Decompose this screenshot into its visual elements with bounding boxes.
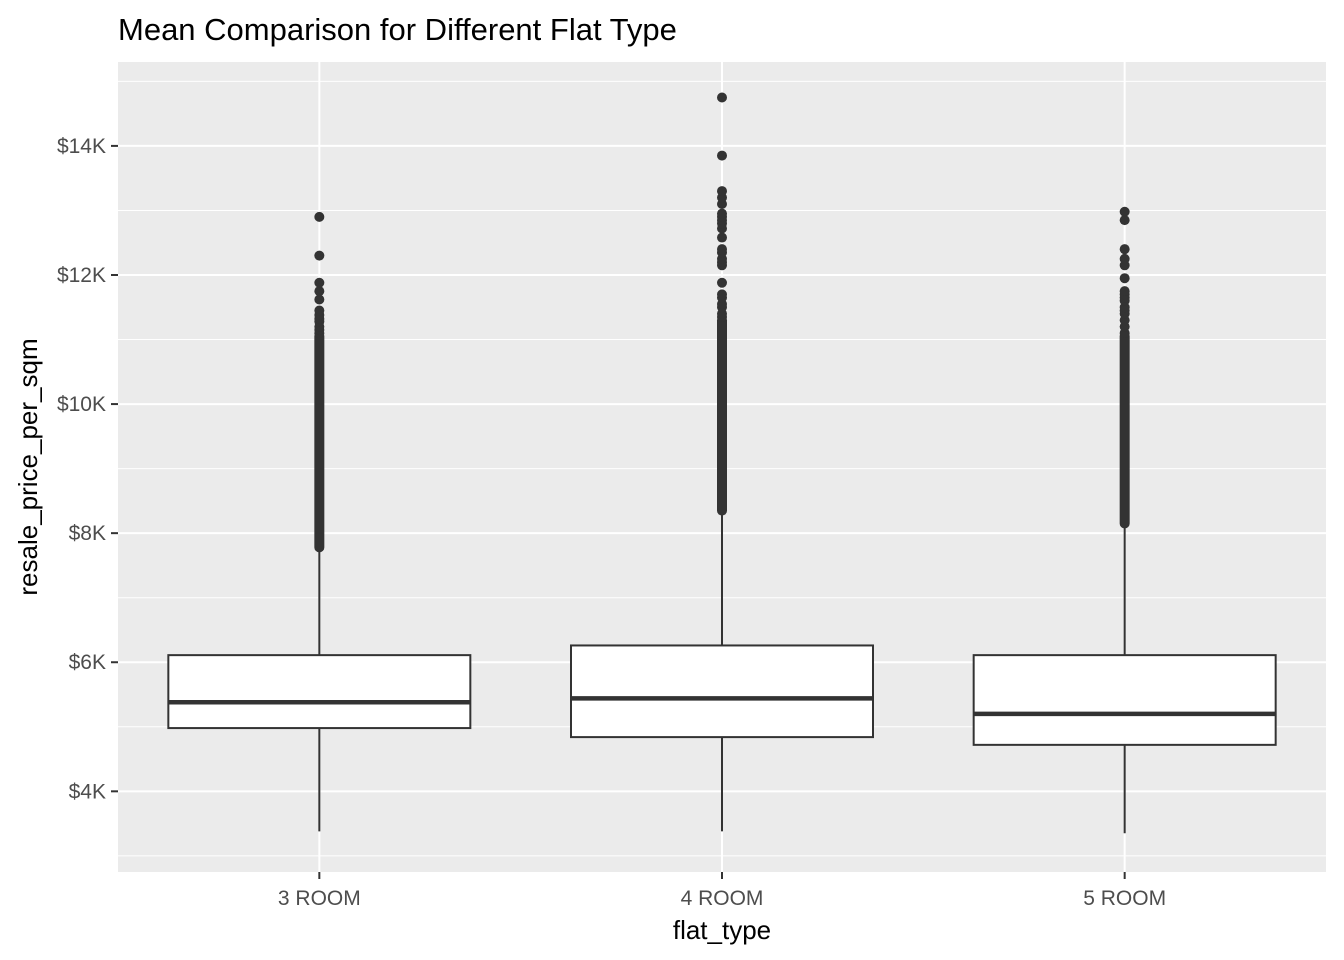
axis-layer: $4K $6K $8K $10K $12K $14K 3 ROOM 4 ROOM 5 ROOM	[57, 135, 1166, 910]
box-3-room	[167, 211, 472, 832]
outlier-point	[1119, 253, 1130, 264]
outlier-point	[717, 186, 727, 197]
outlier-band	[314, 331, 325, 553]
y-tick-label: $12K	[57, 264, 106, 287]
outlier-point	[1119, 206, 1130, 217]
y-tick-label: $14K	[57, 135, 106, 158]
y-tick-label: $10K	[57, 393, 106, 416]
y-tick-label: $6K	[69, 651, 106, 674]
outlier-point	[314, 250, 325, 261]
x-tick-label: 3 ROOM	[278, 887, 361, 910]
outlier-point	[314, 294, 325, 305]
outlier-point	[717, 208, 727, 219]
y-tick-label: $8K	[69, 522, 106, 545]
x-tick-label: 4 ROOM	[681, 887, 764, 910]
outlier-point	[717, 277, 727, 288]
y-tick-label: $4K	[69, 780, 106, 803]
outlier-point	[1119, 215, 1130, 226]
box-5-room	[972, 206, 1277, 834]
y-axis-title: resale_price_per_sqm	[13, 338, 43, 595]
outlier-point	[314, 211, 325, 222]
outlier-point	[717, 289, 727, 300]
box-body	[570, 644, 874, 739]
outlier-point	[1119, 273, 1130, 284]
outlier-band	[717, 315, 727, 516]
x-axis-title: flat_type	[673, 915, 771, 945]
chart-title: Mean Comparison for Different Flat Type	[118, 12, 677, 47]
outlier-point	[1119, 244, 1130, 255]
outlier-point	[314, 277, 325, 288]
outlier-point	[717, 92, 727, 103]
box-body	[972, 654, 1277, 746]
box-4-room	[570, 92, 874, 832]
box-layer	[167, 92, 1277, 834]
x-tick-label: 5 ROOM	[1083, 887, 1166, 910]
outlier-point	[717, 232, 727, 243]
box-body	[167, 654, 472, 730]
outlier-band	[1119, 331, 1130, 529]
outlier-point	[314, 305, 325, 316]
outlier-point	[314, 286, 325, 297]
outlier-point	[717, 244, 727, 255]
outlier-point	[717, 150, 727, 161]
outlier-point	[1119, 286, 1130, 297]
